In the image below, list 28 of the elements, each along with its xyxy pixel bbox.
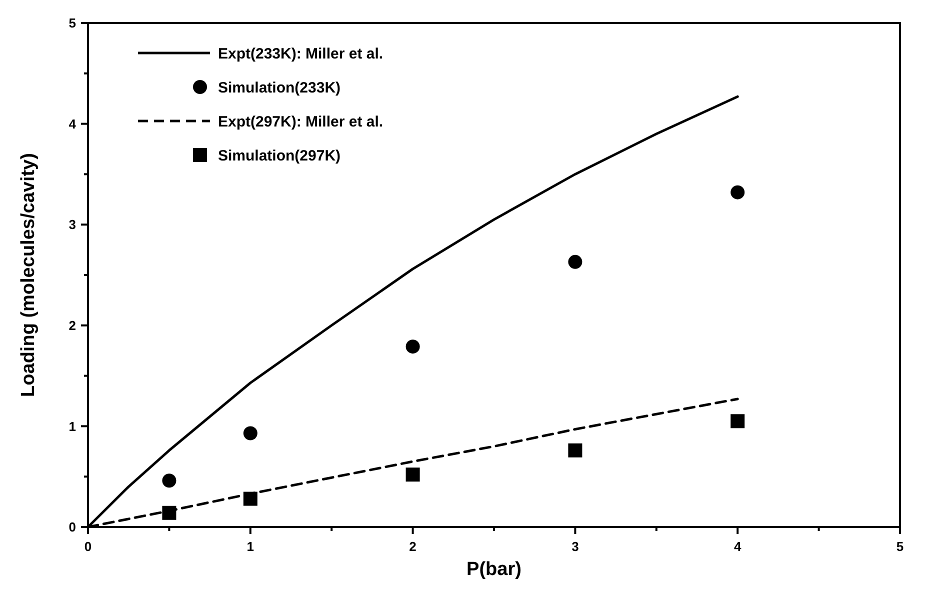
point bbox=[243, 426, 258, 440]
legend-label: Expt(297K): Miller et al. bbox=[218, 113, 384, 130]
y-tick-label: 4 bbox=[68, 116, 77, 132]
point bbox=[162, 474, 176, 488]
x-tick-label: 2 bbox=[409, 539, 416, 554]
legend-label: Expt(233K): Miller et al. bbox=[218, 45, 384, 62]
y-tick-label: 2 bbox=[68, 318, 76, 333]
x-tick-label: 1 bbox=[246, 539, 254, 554]
point bbox=[162, 506, 176, 520]
point bbox=[406, 468, 420, 482]
y-tick-label: 0 bbox=[68, 520, 76, 535]
point bbox=[730, 414, 745, 428]
x-tick-label: 5 bbox=[896, 539, 904, 554]
y-axis-title: Loading (molecules/cavity) bbox=[18, 153, 39, 397]
point bbox=[730, 185, 745, 200]
legend-label: Simulation(233K) bbox=[218, 79, 341, 96]
x-tick-label: 3 bbox=[572, 539, 579, 554]
point bbox=[568, 443, 582, 458]
y-tick-label: 3 bbox=[68, 217, 76, 232]
y-tick-label: 5 bbox=[68, 16, 76, 31]
y-tick-label: 1 bbox=[68, 418, 76, 434]
point bbox=[568, 254, 582, 269]
x-tick-label: 4 bbox=[734, 539, 742, 554]
point bbox=[406, 340, 420, 354]
point bbox=[243, 492, 258, 506]
x-tick-label: 0 bbox=[84, 539, 92, 554]
legend-label: Simulation(297K) bbox=[218, 147, 341, 164]
x-axis-title: P(bar) bbox=[466, 559, 522, 580]
